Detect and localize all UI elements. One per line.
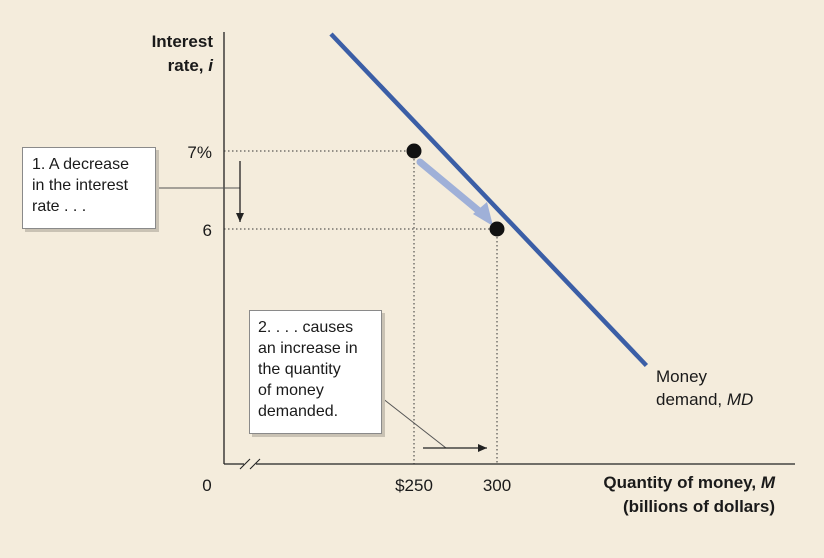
axis-break-mark	[249, 458, 261, 470]
y-axis-title-line1: Interest	[152, 32, 214, 51]
annotation-line: demanded.	[258, 403, 339, 420]
y-axis-title-variable: i	[208, 56, 214, 75]
curve-label-line2: demand, MD	[656, 390, 753, 409]
axis-break-gap	[244, 458, 256, 470]
annotation-line: an increase in	[258, 340, 358, 357]
movement-arrow-shaft	[416, 158, 489, 220]
annotation-line: the quantity	[258, 361, 341, 378]
x-tick-label: 300	[483, 476, 511, 495]
origin-label: 0	[202, 476, 211, 495]
curve-label-line1: Money	[656, 367, 708, 386]
annotation-line: 1. A decrease	[32, 156, 129, 173]
y-tick-label: 6	[203, 221, 212, 240]
annotation-decrease-interest-rate: 1. A decrease in the interest rate . . .	[22, 147, 156, 229]
equilibrium-point	[489, 221, 505, 237]
annotation-line: 2. . . . causes	[258, 319, 354, 336]
x-axis-title-line1: Quantity of money, M	[603, 473, 775, 492]
x-axis-title-variable: M	[761, 473, 776, 492]
x-axis-title-line2: (billions of dollars)	[623, 497, 775, 516]
annotation-connector	[381, 397, 447, 449]
curve-label-text: demand,	[656, 390, 727, 409]
equilibrium-point	[406, 143, 422, 159]
movement-arrow-head	[473, 202, 493, 226]
axis-break-mark	[239, 458, 251, 470]
x-tick-label: $250	[395, 476, 433, 495]
annotation-line: of money	[258, 382, 324, 399]
x-axis-title-text: Quantity of money,	[603, 473, 760, 492]
annotation-line: in the interest	[32, 177, 129, 194]
y-axis-title-text: rate,	[168, 56, 209, 75]
y-axis-title-line2: rate, i	[168, 56, 215, 75]
annotation-line: rate . . .	[32, 198, 87, 215]
curve-label-variable: MD	[727, 390, 753, 409]
money-demand-curve	[329, 32, 649, 368]
annotation-quantity-increase: 2. . . . causes an increase in the quant…	[249, 310, 382, 434]
y-tick-label: 7%	[187, 143, 212, 162]
